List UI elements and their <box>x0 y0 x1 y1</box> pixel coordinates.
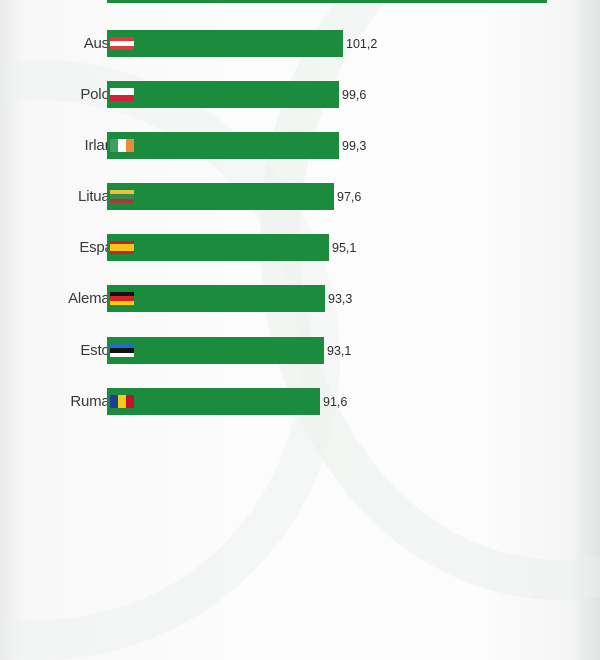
bar-row-polonia: Polonia 99,6 <box>0 81 600 108</box>
bar <box>107 132 339 159</box>
value-label: 95,1 <box>332 241 357 255</box>
bar-row-austria: Austria 101,2 <box>0 30 600 57</box>
spain-flag-icon <box>110 241 134 254</box>
value-label: 91,6 <box>323 395 348 409</box>
estonia-flag-icon <box>110 344 134 357</box>
romania-flag-icon <box>110 395 134 408</box>
value-label: 99,6 <box>342 88 367 102</box>
germany-flag-icon <box>110 292 134 305</box>
lithuania-flag-icon <box>110 190 134 203</box>
bar <box>107 183 334 210</box>
bar-chart: Austria 101,2 Polonia 99,6 Irlanda 99,3 … <box>0 0 600 415</box>
value-label: 101,2 <box>346 37 378 51</box>
value-label: 93,3 <box>328 292 353 306</box>
bar-row-estonia: Estonia 93,1 <box>0 337 600 364</box>
value-label: 97,6 <box>337 190 362 204</box>
bar <box>107 234 329 261</box>
bar-row-espana: España 95,1 <box>0 234 600 261</box>
bar <box>107 337 324 364</box>
bar-row-top-cropped <box>0 0 600 3</box>
austria-flag-icon <box>110 37 134 50</box>
value-label: 99,3 <box>342 139 367 153</box>
poland-flag-icon <box>110 88 134 101</box>
value-label: 93,1 <box>327 344 352 358</box>
bar-row-lituania: Lituania 97,6 <box>0 183 600 210</box>
bar <box>107 81 339 108</box>
bar <box>107 388 320 415</box>
bar <box>107 30 343 57</box>
bar <box>107 285 325 312</box>
bar-row-rumania: Rumania 91,6 <box>0 388 600 415</box>
bar-row-irlanda: Irlanda 99,3 <box>0 132 600 159</box>
bar-row-alemania: Alemania 93,3 <box>0 285 600 312</box>
ireland-flag-icon <box>110 139 134 152</box>
bar <box>107 0 547 3</box>
